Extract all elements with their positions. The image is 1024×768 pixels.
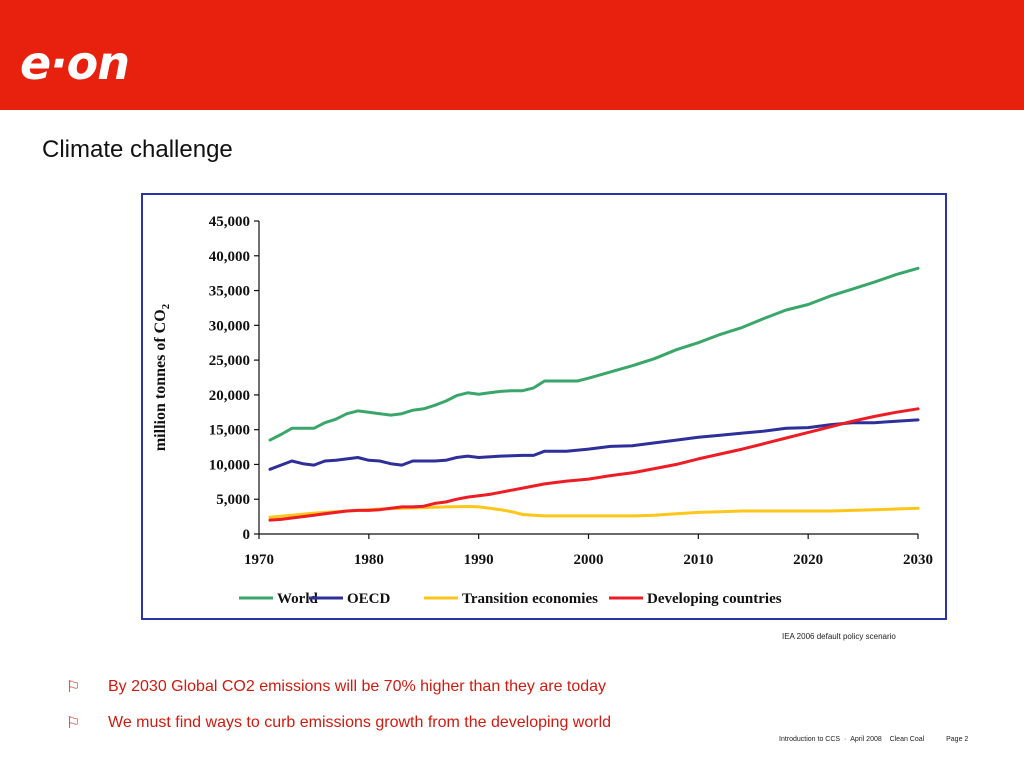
bullet-text: By 2030 Global CO2 emissions will be 70%…	[108, 678, 607, 695]
legend-label: Transition economies	[462, 591, 598, 607]
y-tick-label: 0	[243, 527, 251, 543]
y-tick-label: 10,000	[209, 457, 250, 473]
eon-logo: e·on	[20, 36, 130, 90]
flag-icon: ⚐	[66, 713, 81, 732]
legend-label: World	[277, 591, 318, 607]
chart-series	[268, 266, 920, 522]
footer-topic: Clean Coal	[889, 736, 925, 743]
y-tick-label: 35,000	[209, 284, 250, 300]
footer-date: April 2008	[850, 736, 882, 743]
x-tick-label: 1970	[244, 552, 274, 568]
legend-label: OECD	[347, 591, 391, 607]
y-axis-title: million tonnes of CO2	[152, 303, 172, 451]
legend-label: Developing countries	[647, 591, 782, 607]
x-tick-label: 2030	[903, 552, 933, 568]
chart-frame: 0 5,000 10,000 15,000 20,000 25,000 30,000 35,0…	[141, 193, 947, 620]
chart-axes: 0 5,000 10,000 15,000 20,000 25,000 30,000 35,0…	[152, 214, 933, 568]
series-line-oecd	[268, 418, 920, 471]
x-tick-label: 2000	[574, 552, 604, 568]
series-line-world	[268, 266, 920, 442]
slide-title: Climate challenge	[42, 136, 233, 163]
y-tick-label: 15,000	[209, 423, 250, 439]
footer-presentation: Introduction to CCS	[779, 736, 841, 743]
y-tick-label: 40,000	[209, 249, 250, 265]
y-tick-label: 25,000	[209, 353, 250, 369]
x-tick-label: 1990	[464, 552, 494, 568]
y-tick-label: 45,000	[209, 214, 250, 230]
footer: Introduction to CCS · April 2008 Clean C…	[779, 736, 969, 743]
footer-page: Page 2	[946, 736, 969, 743]
y-tick-label: 5,000	[216, 492, 250, 508]
bullet-text: We must find ways to curb emissions grow…	[108, 714, 612, 731]
series-line-developing-countries	[268, 407, 920, 522]
y-tick-label: 30,000	[209, 318, 250, 334]
header-bar: e·on	[0, 0, 1024, 110]
x-tick-label: 2020	[793, 552, 823, 568]
x-tick-label: 1980	[354, 552, 384, 568]
flag-icon: ⚐	[66, 677, 81, 696]
x-tick-label: 2010	[683, 552, 713, 568]
chart-legend: World OECD Transition economies Developing …	[239, 591, 782, 607]
co2-line-chart: 0 5,000 10,000 15,000 20,000 25,000 30,000 35,0…	[152, 214, 933, 607]
source-note: IEA 2006 default policy scenario	[782, 632, 896, 641]
y-tick-label: 20,000	[209, 388, 250, 404]
